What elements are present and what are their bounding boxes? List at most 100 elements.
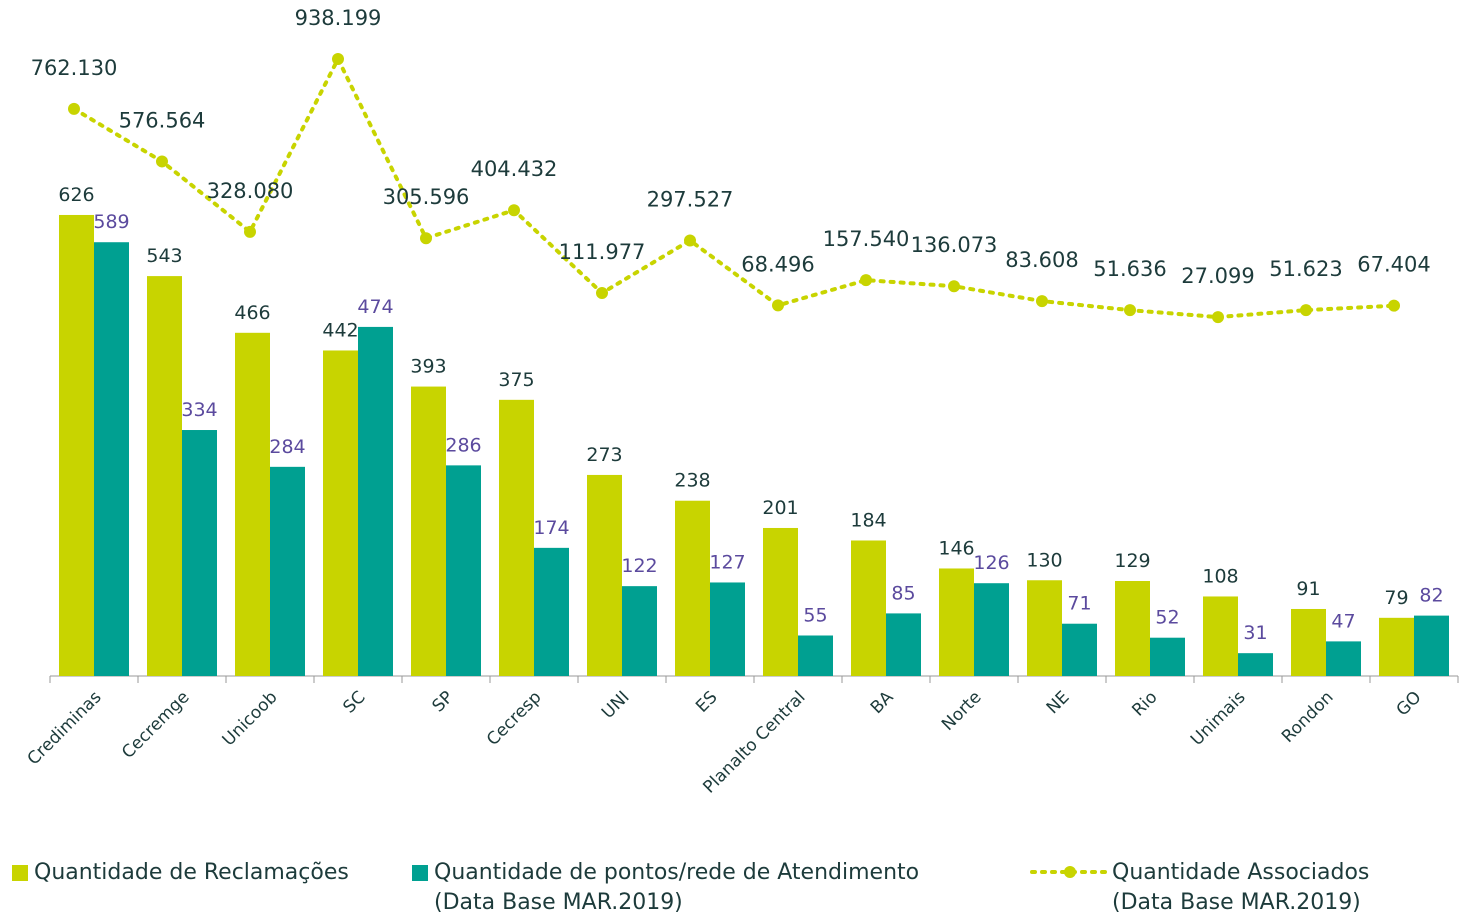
line-value-label: 136.073 xyxy=(911,233,998,257)
legend-entry: Quantidade Associados (Data Base MAR.201… xyxy=(1030,858,1369,917)
line-point xyxy=(596,287,608,300)
line-value-label: 762.130 xyxy=(31,56,118,80)
bar xyxy=(411,386,446,676)
line-value-label: 83.608 xyxy=(1005,248,1078,272)
bar-value-label: 284 xyxy=(269,436,305,458)
x-tick-label: Cecremge xyxy=(118,687,193,762)
line-point xyxy=(948,280,960,293)
line-point xyxy=(860,274,872,287)
bar-value-label: 127 xyxy=(709,551,745,573)
line xyxy=(72,54,1396,320)
bar-value-label: 122 xyxy=(621,555,657,577)
bar xyxy=(974,583,1009,676)
x-tick-label: BA xyxy=(867,687,898,718)
x-tick-label: Cecresp xyxy=(483,687,546,750)
x-tick-label: Rio xyxy=(1128,687,1161,720)
bar xyxy=(1326,641,1361,676)
line-value-label: 67.404 xyxy=(1357,253,1430,277)
bar xyxy=(1379,617,1414,676)
bar-value-label: 286 xyxy=(445,434,481,456)
bar xyxy=(675,500,710,676)
bar-value-label: 91 xyxy=(1296,578,1320,600)
line-value-label: 157.540 xyxy=(823,227,910,251)
bar xyxy=(235,332,270,676)
bar xyxy=(1115,580,1150,676)
bar-value-label: 174 xyxy=(533,517,569,539)
bar-value-label: 130 xyxy=(1026,549,1062,571)
bar xyxy=(499,399,534,676)
bar xyxy=(587,474,622,676)
bar xyxy=(939,568,974,676)
bar-value-label: 126 xyxy=(973,552,1009,574)
bar xyxy=(622,586,657,676)
line-value-label: 51.623 xyxy=(1269,257,1342,281)
line-value-label: 27.099 xyxy=(1181,264,1254,288)
x-tick-label: NE xyxy=(1043,687,1074,718)
bar-value-label: 129 xyxy=(1114,550,1150,572)
bar-value-label: 108 xyxy=(1202,565,1238,587)
bar-value-label: 184 xyxy=(850,509,886,531)
bar xyxy=(1238,653,1273,676)
bar xyxy=(1150,637,1185,676)
legend-label: Quantidade de pontos/rede de Atendimento… xyxy=(434,860,920,915)
bar xyxy=(851,540,886,676)
bar-value-label: 55 xyxy=(803,604,827,626)
x-tick-label: SC xyxy=(339,687,369,717)
bar xyxy=(358,326,393,676)
x-tick-label: Crediminas xyxy=(24,687,106,769)
bar xyxy=(1062,623,1097,676)
bar-value-label: 52 xyxy=(1155,607,1179,629)
bar-value-label: 393 xyxy=(410,356,446,378)
bar-value-label: 146 xyxy=(938,537,974,559)
bar xyxy=(710,582,745,676)
bar-value-label: 375 xyxy=(498,369,534,391)
line-value-label: 576.564 xyxy=(119,108,206,132)
bar-value-label: 79 xyxy=(1384,587,1408,609)
x-tick-label: Rondon xyxy=(1278,687,1338,747)
bar xyxy=(1203,596,1238,676)
bar-value-label: 82 xyxy=(1419,585,1443,607)
line-point xyxy=(772,299,784,312)
bar-value-label: 442 xyxy=(322,319,358,341)
line-point xyxy=(156,155,168,168)
chart: Crediminas Cecremge Unicoob SC SP Cecresp UNI E… xyxy=(24,6,1459,797)
bar xyxy=(1291,608,1326,676)
bar xyxy=(446,465,481,676)
bar xyxy=(798,635,833,676)
x-tick-label: ES xyxy=(692,687,721,716)
bar xyxy=(1414,615,1449,676)
bar xyxy=(763,527,798,676)
line-point xyxy=(420,232,432,245)
line-value-label: 51.636 xyxy=(1093,257,1166,281)
bar xyxy=(270,466,305,676)
bar xyxy=(323,350,358,676)
legend-label: Quantidade de Reclamações xyxy=(34,860,349,885)
bar-value-label: 334 xyxy=(181,399,217,421)
bar-value-label: 238 xyxy=(674,470,710,492)
legend-entry: Quantidade de pontos/rede de Atendimento… xyxy=(412,858,919,917)
line-value-label: 305.596 xyxy=(383,185,470,209)
bar-value-label: 71 xyxy=(1067,593,1091,615)
bar xyxy=(59,214,94,676)
line-point xyxy=(508,204,520,217)
line-point xyxy=(684,234,696,247)
x-tick-label: Unicoob xyxy=(219,687,282,750)
line-point xyxy=(332,53,344,66)
line-point xyxy=(1124,304,1136,317)
bar-value-label: 31 xyxy=(1243,622,1267,644)
line-value-label: 68.496 xyxy=(741,252,814,276)
bar xyxy=(1027,580,1062,676)
legend-entry: Quantidade de Reclamações xyxy=(12,858,349,888)
line-value-label: 297.527 xyxy=(647,187,734,211)
bar xyxy=(147,276,182,676)
bar-value-label: 201 xyxy=(762,497,798,519)
x-tick-label: SP xyxy=(429,687,458,716)
line-point xyxy=(1388,299,1400,312)
legend-label: Quantidade Associados (Data Base MAR.201… xyxy=(1112,860,1370,915)
line-point xyxy=(1212,311,1224,324)
line-value-label: 328.080 xyxy=(207,179,294,203)
bar xyxy=(94,242,129,677)
bar xyxy=(534,547,569,676)
line-point xyxy=(68,102,80,115)
